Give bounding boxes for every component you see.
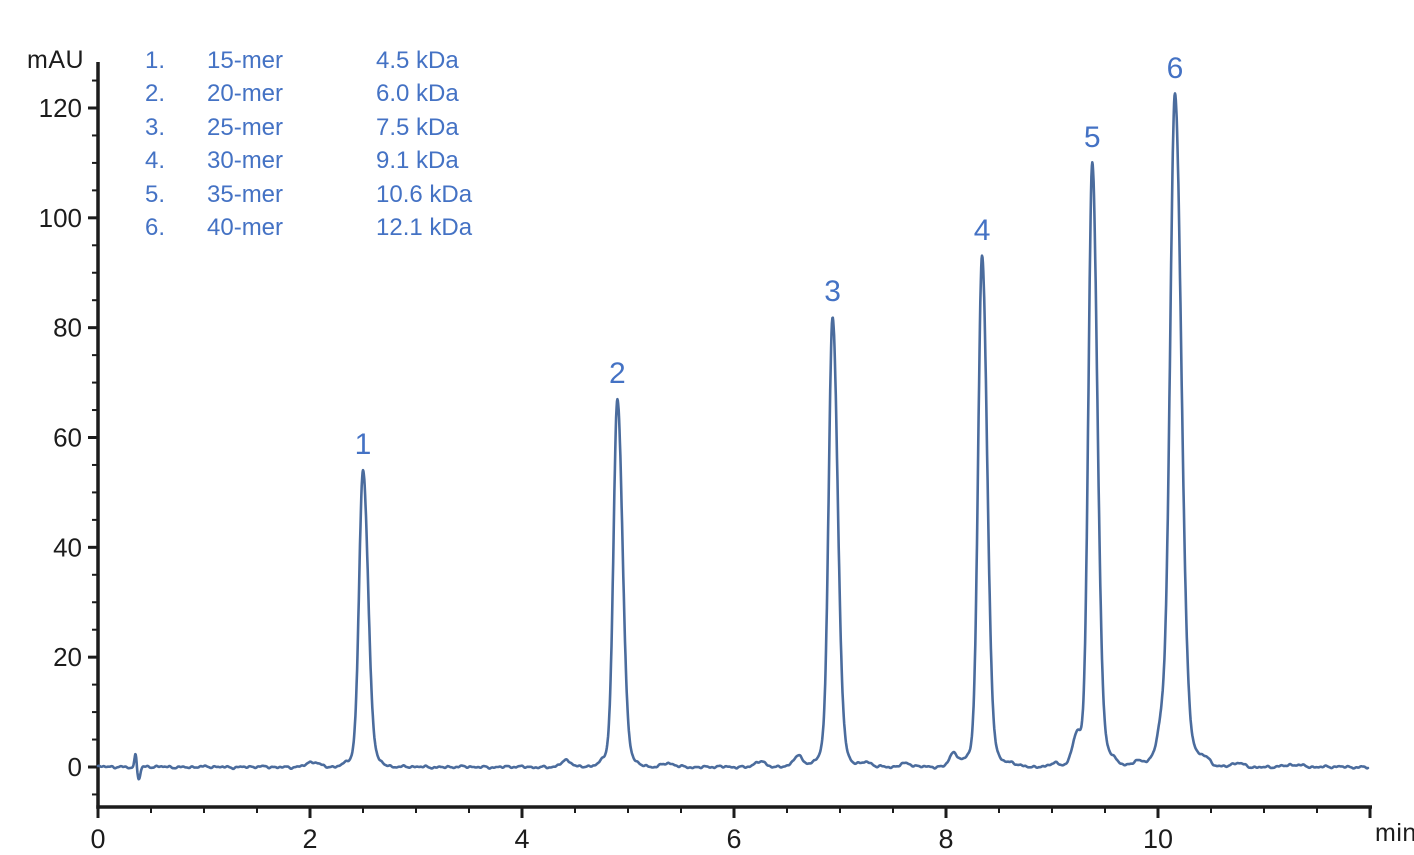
y-tick-label: 100 [39, 203, 82, 233]
legend-mass: 12.1 kDa [376, 214, 473, 242]
x-tick-label: 8 [938, 824, 953, 854]
legend-oligo-name: 25-mer [207, 113, 284, 141]
peak-label-3: 3 [824, 274, 841, 308]
legend-number: 3. [145, 113, 166, 141]
legend-oligo-name: 20-mer [207, 80, 284, 108]
legend-mass: 7.5 kDa [376, 113, 459, 141]
y-tick-label: 60 [53, 422, 82, 452]
x-tick-label: 2 [302, 824, 317, 854]
legend-row-6: 6. 40-mer 12.1 kDa [145, 211, 472, 244]
legend-row-5: 5. 35-mer 10.6 kDa [145, 178, 472, 211]
legend-mass: 4.5 kDa [376, 47, 459, 74]
peak-label-1: 1 [354, 428, 372, 462]
legend-number: 6. [145, 214, 166, 242]
y-tick-label: 20 [53, 642, 82, 672]
x-tick-label: 10 [1143, 824, 1173, 854]
peak-label-4: 4 [973, 214, 991, 248]
legend-oligo-name: 30-mer [207, 147, 284, 175]
legend-row-2: 2. 20-mer 6.0 kDa [145, 77, 472, 110]
y-tick-label: 120 [39, 93, 82, 123]
y-tick-label: 80 [53, 313, 82, 343]
peak-label-6: 6 [1166, 52, 1184, 86]
legend-number: 4. [145, 147, 166, 175]
legend-number: 1. [145, 47, 166, 74]
peak-label-5: 5 [1083, 120, 1101, 154]
legend-mass: 9.1 kDa [376, 147, 459, 175]
x-tick-label: 6 [726, 824, 741, 854]
chromatogram-trace [96, 92, 1370, 781]
x-tick-label: 4 [514, 824, 529, 854]
legend-oligo-name: 35-mer [207, 180, 284, 208]
y-axis-unit-label: mAU [27, 46, 85, 74]
legend-mass: 10.6 kDa [376, 180, 473, 208]
legend-oligo-name: 40-mer [207, 214, 284, 242]
legend-mass: 6.0 kDa [376, 80, 459, 108]
x-tick-label: 0 [90, 824, 105, 854]
y-tick-label: 0 [68, 752, 82, 782]
x-axis-unit-label: min [1375, 819, 1414, 847]
peak-label-2: 2 [609, 357, 626, 391]
legend-row-1: 1. 15-mer 4.5 kDa [145, 44, 472, 77]
peak-legend: 1. 15-mer 4.5 kDa 2. 20-mer 6.0 kDa 3. 2… [145, 44, 472, 244]
legend-oligo-name: 15-mer [207, 47, 284, 74]
legend-number: 2. [145, 80, 166, 108]
y-tick-label: 40 [53, 532, 82, 562]
legend-row-3: 3. 25-mer 7.5 kDa [145, 111, 472, 144]
legend-row-4: 4. 30-mer 9.1 kDa [145, 144, 472, 177]
legend-number: 5. [145, 180, 166, 208]
